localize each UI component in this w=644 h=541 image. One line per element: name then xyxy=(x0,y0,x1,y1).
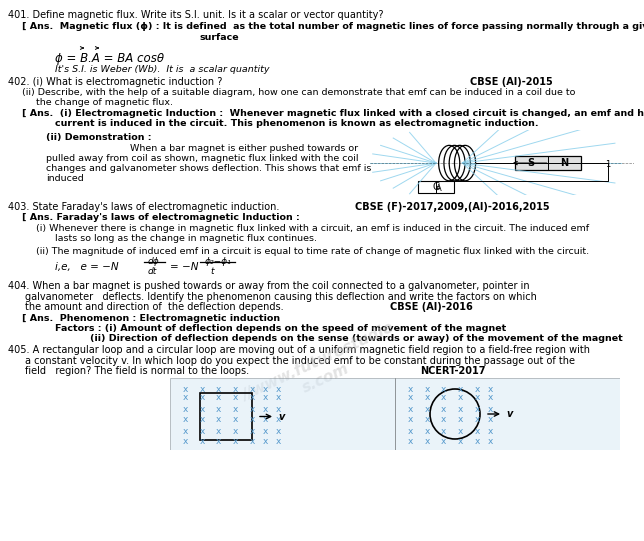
Text: field   region? The field is normal to the loops.: field region? The field is normal to the… xyxy=(25,366,249,376)
Text: ϕ₂−ϕ₁: ϕ₂−ϕ₁ xyxy=(205,257,232,266)
Text: 401. Define magnetic flux. Write its S.I. unit. Is it a scalar or vector quantit: 401. Define magnetic flux. Write its S.I… xyxy=(8,10,383,20)
Text: changes and galvanometer shows deflection. This shows that emf is: changes and galvanometer shows deflectio… xyxy=(46,164,372,173)
Text: Factors : (i) Amount of deflection depends on the speed of movement of the magne: Factors : (i) Amount of deflection depen… xyxy=(55,324,506,333)
Text: t: t xyxy=(210,267,214,276)
Text: CBSE (F)-2017,2009,(AI)-2016,2015: CBSE (F)-2017,2009,(AI)-2016,2015 xyxy=(355,202,549,212)
Text: dt: dt xyxy=(148,267,157,276)
Text: 403. State Faraday's laws of electromagnetic induction.: 403. State Faraday's laws of electromagn… xyxy=(8,202,279,212)
Text: //www.futurestudie
s.com: //www.futurestudie s.com xyxy=(240,320,404,420)
Text: NCERT-2017: NCERT-2017 xyxy=(420,366,486,376)
Text: [ Ans.  Magnetic flux (ϕ) : It is defined  as the total number of magnetic lines: [ Ans. Magnetic flux (ϕ) : It is defined… xyxy=(22,22,644,31)
Text: = −N: = −N xyxy=(170,262,198,272)
Text: CBSE (AI)-2016: CBSE (AI)-2016 xyxy=(390,302,473,312)
Text: lasts so long as the change in magnetic flux continues.: lasts so long as the change in magnetic … xyxy=(55,234,317,243)
Text: 404. When a bar magnet is pushed towards or away from the coil connected to a ga: 404. When a bar magnet is pushed towards… xyxy=(8,281,529,291)
Text: the change of magnetic flux.: the change of magnetic flux. xyxy=(36,98,173,107)
Text: When a bar magnet is either pushed towards or: When a bar magnet is either pushed towar… xyxy=(130,144,358,153)
Text: 402. (i) What is electromagnetic induction ?: 402. (i) What is electromagnetic inducti… xyxy=(8,77,222,87)
Text: [ Ans.  Phenomenon : Electromagnetic induction: [ Ans. Phenomenon : Electromagnetic indu… xyxy=(22,314,280,323)
Text: (ii) Describe, with the help of a suitable diagram, how one can demonstrate that: (ii) Describe, with the help of a suitab… xyxy=(22,88,575,97)
Text: galvanometer   deflects. Identify the phenomenon causing this deflection and wri: galvanometer deflects. Identify the phen… xyxy=(25,292,537,302)
Text: (ii) The magnitude of induced emf in a circuit is equal to time rate of change o: (ii) The magnitude of induced emf in a c… xyxy=(36,247,589,256)
Text: (ii) Direction of deflection depends on the sense (towards or away) of the movem: (ii) Direction of deflection depends on … xyxy=(90,334,623,343)
Text: current is induced in the circuit. This phenomenon is known as electromagnetic i: current is induced in the circuit. This … xyxy=(55,119,538,128)
Text: ϕ = B.A = BA cosθ: ϕ = B.A = BA cosθ xyxy=(55,52,164,65)
Text: (ii) Demonstration :: (ii) Demonstration : xyxy=(46,133,151,142)
Text: i,e,   e = −N: i,e, e = −N xyxy=(55,262,118,272)
Text: induced: induced xyxy=(46,174,84,183)
Text: pulled away from coil as shown, magnetic flux linked with the coil: pulled away from coil as shown, magnetic… xyxy=(46,154,359,163)
Text: surface: surface xyxy=(200,33,240,42)
Text: (i) Whenever there is change in magnetic flux linked with a circuit, an emf is i: (i) Whenever there is change in magnetic… xyxy=(36,224,589,233)
Text: [ Ans.  (i) Electromagnetic Induction :  Whenever magnetic flux linked with a cl: [ Ans. (i) Electromagnetic Induction : W… xyxy=(22,109,644,118)
Text: CBSE (AI)-2015: CBSE (AI)-2015 xyxy=(470,77,553,87)
Text: 405. A rectangular loop and a circular loop are moving out of a uniform magnetic: 405. A rectangular loop and a circular l… xyxy=(8,345,590,355)
Text: the amount and direction of  the deflection depends.: the amount and direction of the deflecti… xyxy=(25,302,283,312)
Text: a constant velocity v. In which loop do you expect the induced emf to be constan: a constant velocity v. In which loop do … xyxy=(25,356,575,366)
Text: dϕ: dϕ xyxy=(148,257,160,266)
Text: It's S.I. is Weber (Wb).  It is  a scalar quantity: It's S.I. is Weber (Wb). It is a scalar … xyxy=(55,65,269,74)
Text: [ Ans. Faraday's laws of electromagnetic Induction :: [ Ans. Faraday's laws of electromagnetic… xyxy=(22,213,299,222)
